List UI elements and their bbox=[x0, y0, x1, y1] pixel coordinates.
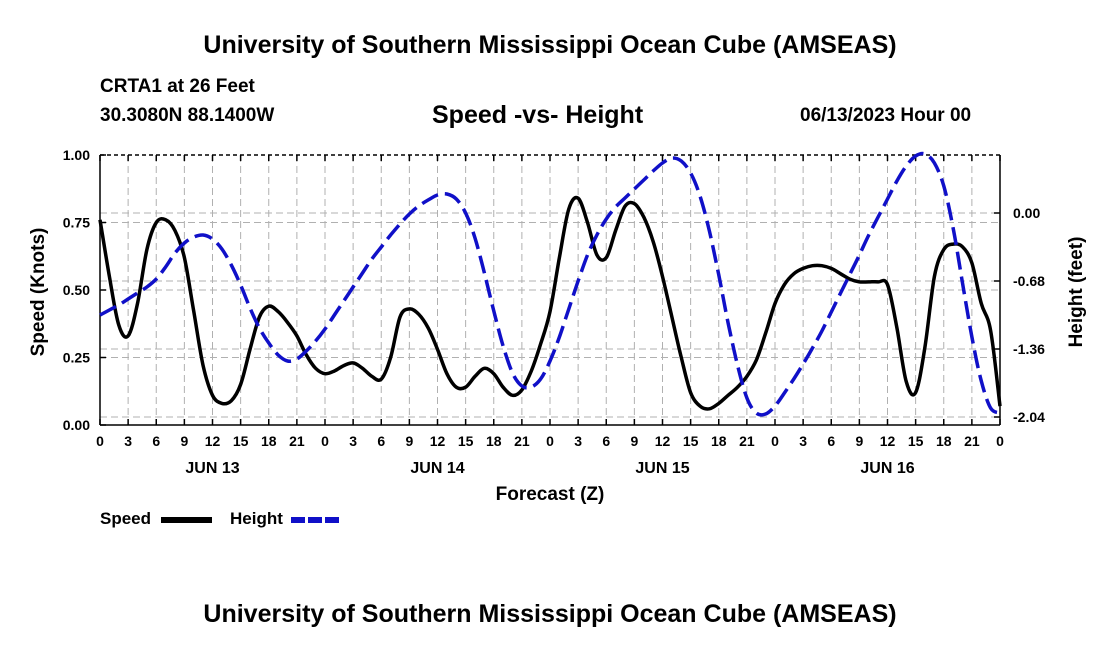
x-tick-label: 9 bbox=[405, 433, 413, 449]
y-tick-label: 0.75 bbox=[63, 215, 90, 231]
x-tick-label: 6 bbox=[827, 433, 835, 449]
y2-tick-label: -2.04 bbox=[1013, 409, 1045, 425]
page-title: University of Southern Mississippi Ocean… bbox=[203, 31, 897, 59]
x-tick-label: 21 bbox=[739, 433, 755, 449]
x-tick-label: 9 bbox=[855, 433, 863, 449]
x-tick-label: 12 bbox=[430, 433, 446, 449]
x-tick-label: 18 bbox=[486, 433, 502, 449]
x-tick-label: 3 bbox=[574, 433, 582, 449]
x-tick-label: 12 bbox=[655, 433, 671, 449]
x-tick-label: 21 bbox=[964, 433, 980, 449]
height-series-line bbox=[99, 151, 1001, 417]
y-tick-label: 0.50 bbox=[63, 282, 90, 298]
x-tick-label: 18 bbox=[711, 433, 727, 449]
y-tick-label: 0.00 bbox=[63, 417, 90, 433]
x-tick-label: 9 bbox=[180, 433, 188, 449]
x-tick-label: 21 bbox=[514, 433, 530, 449]
y-axis-title: Speed (Knots) bbox=[28, 228, 49, 357]
y2-tick-label: -0.68 bbox=[1013, 273, 1045, 289]
x-tick-label: 0 bbox=[546, 433, 554, 449]
x-tick-label: 12 bbox=[880, 433, 896, 449]
y-tick-label: 1.00 bbox=[63, 147, 90, 163]
day-label: JUN 16 bbox=[860, 460, 914, 477]
legend-height-label: Height bbox=[230, 509, 283, 528]
station-coords: 30.3080N 88.1400W bbox=[100, 105, 275, 126]
x-tick-label: 0 bbox=[771, 433, 779, 449]
x-tick-label: 6 bbox=[152, 433, 160, 449]
day-label: JUN 15 bbox=[635, 460, 689, 477]
chart-title: Speed -vs- Height bbox=[432, 101, 644, 129]
y2-axis-title: Height (feet) bbox=[1066, 237, 1087, 348]
y2-tick-label: 0.00 bbox=[1013, 205, 1040, 221]
x-tick-label: 9 bbox=[630, 433, 638, 449]
y-tick-label: 0.25 bbox=[63, 350, 90, 366]
day-label: JUN 13 bbox=[185, 460, 239, 477]
legend-speed-label: Speed bbox=[100, 509, 152, 528]
x-tick-label: 3 bbox=[349, 433, 357, 449]
x-tick-label: 6 bbox=[377, 433, 385, 449]
x-tick-label: 21 bbox=[289, 433, 305, 449]
station-label: CRTA1 at 26 Feet bbox=[100, 76, 255, 97]
x-tick-label: 6 bbox=[602, 433, 610, 449]
x-tick-label: 15 bbox=[683, 433, 699, 449]
footer-title: University of Southern Mississippi Ocean… bbox=[203, 600, 897, 628]
x-tick-label: 18 bbox=[261, 433, 277, 449]
y2-tick-label: -1.36 bbox=[1013, 341, 1045, 357]
legend-speed-swatch bbox=[161, 517, 212, 523]
x-tick-label: 15 bbox=[908, 433, 924, 449]
forecast-date: 06/13/2023 Hour 00 bbox=[800, 105, 972, 126]
x-tick-label: 3 bbox=[799, 433, 807, 449]
x-tick-label: 0 bbox=[96, 433, 104, 449]
day-label: JUN 14 bbox=[410, 460, 464, 477]
speed-series-line bbox=[98, 195, 1002, 411]
x-axis-title: Forecast (Z) bbox=[496, 484, 605, 505]
x-tick-label: 12 bbox=[205, 433, 221, 449]
x-tick-label: 18 bbox=[936, 433, 952, 449]
x-tick-label: 3 bbox=[124, 433, 132, 449]
legend-height-swatch bbox=[291, 517, 342, 523]
x-tick-label: 0 bbox=[996, 433, 1004, 449]
x-tick-label: 0 bbox=[321, 433, 329, 449]
x-tick-label: 15 bbox=[233, 433, 249, 449]
x-tick-label: 15 bbox=[458, 433, 474, 449]
